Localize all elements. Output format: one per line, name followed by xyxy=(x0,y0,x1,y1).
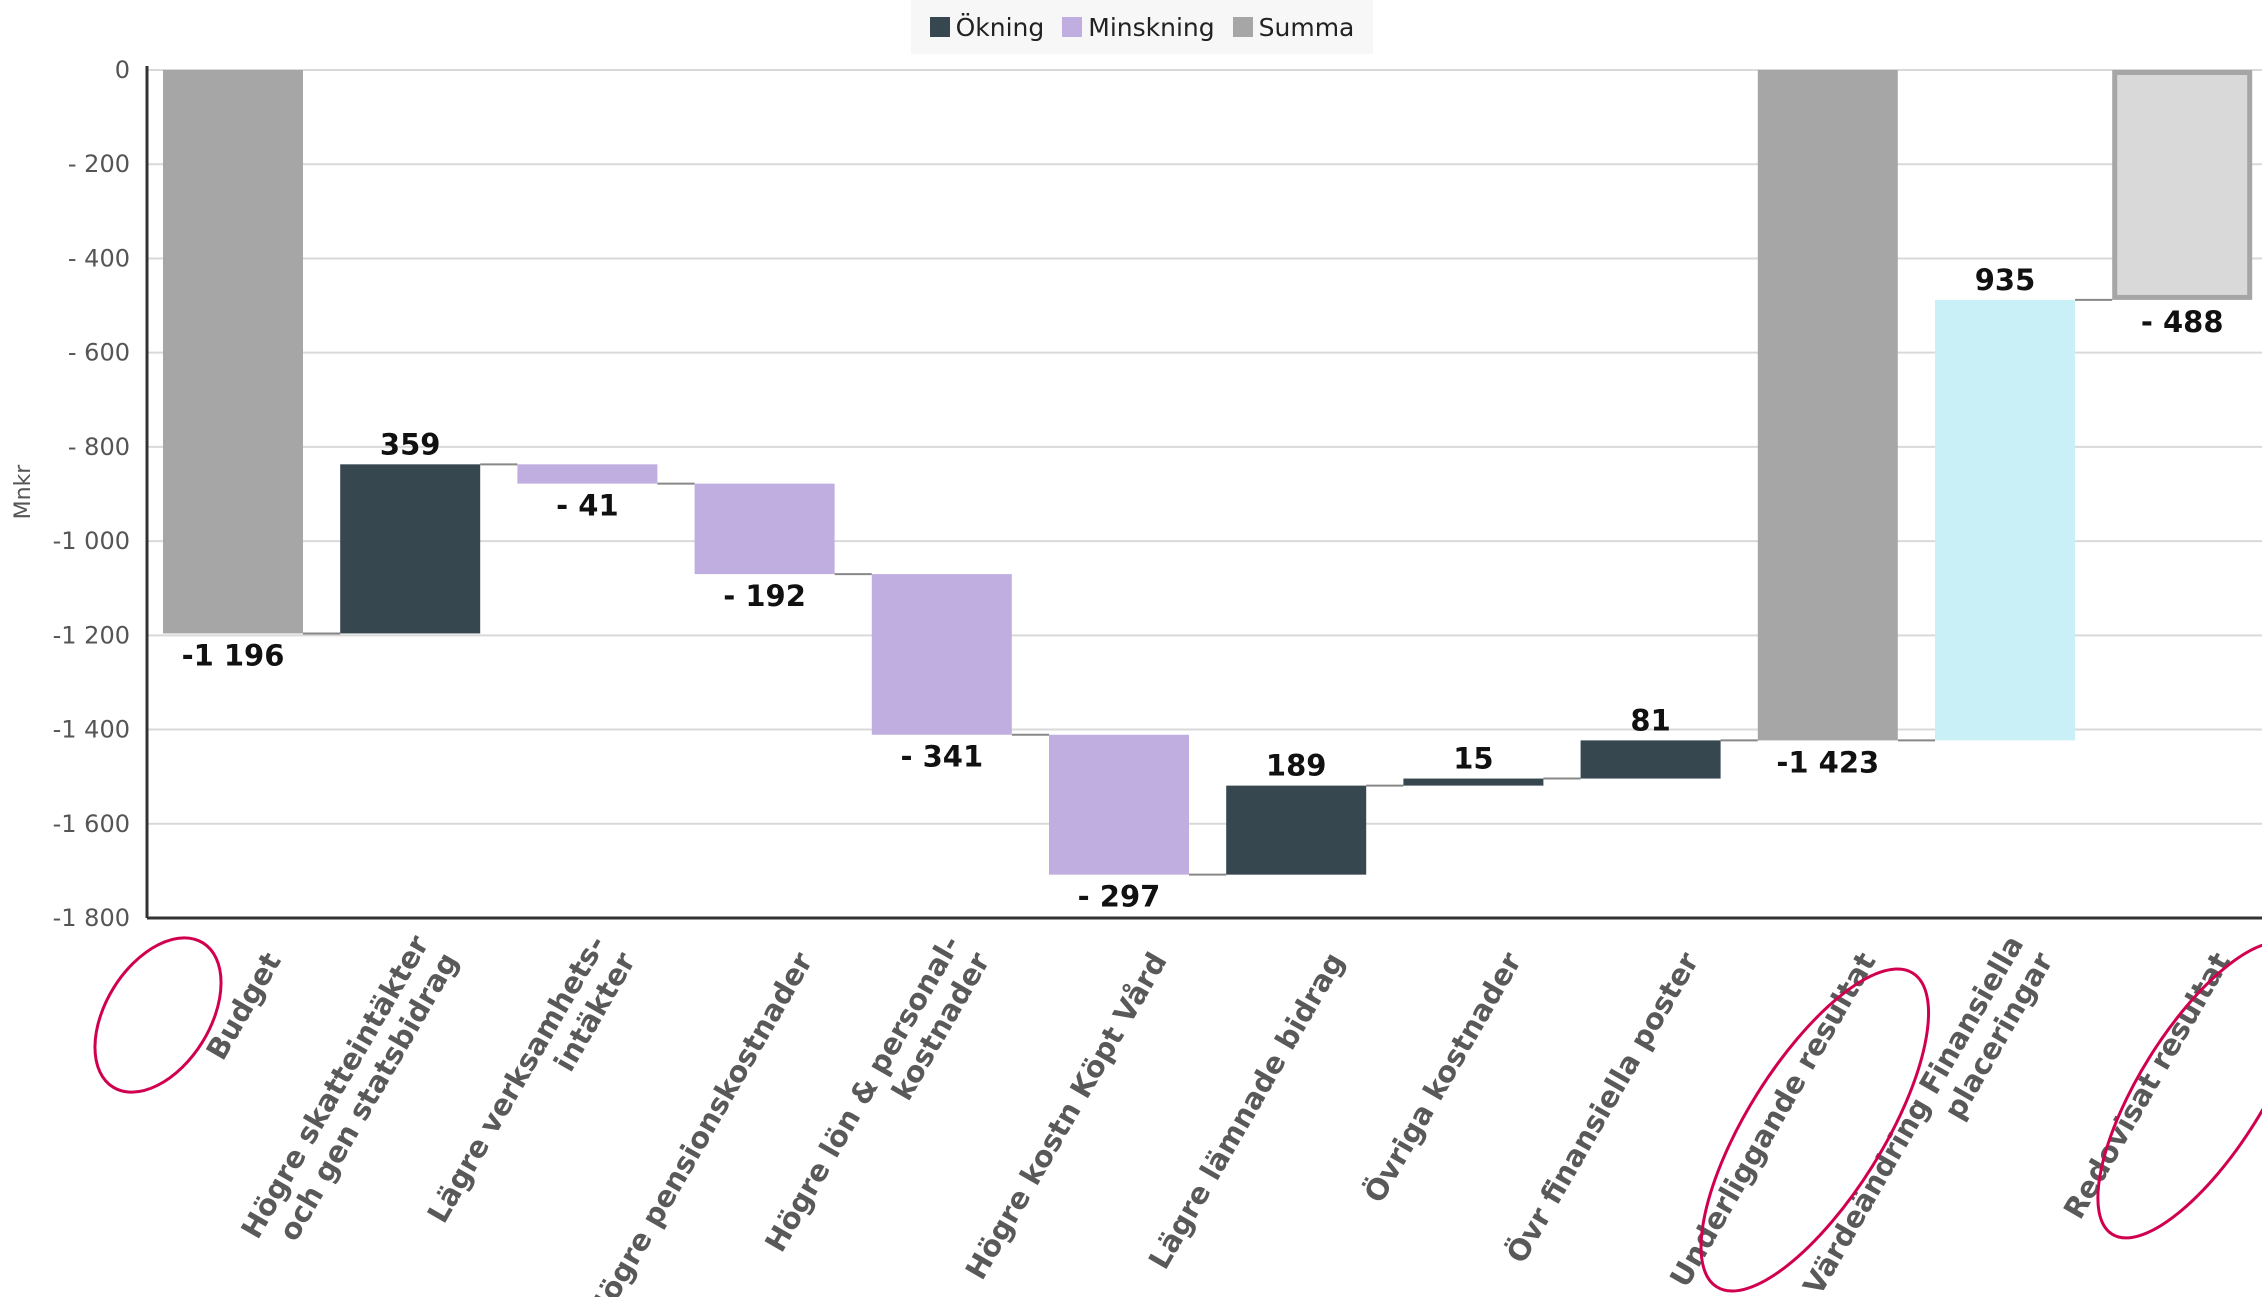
legend-label-summa: Summa xyxy=(1258,12,1355,42)
connector-layer xyxy=(303,298,2113,876)
legend-item-okning: Ökning xyxy=(929,12,1045,42)
category-label-line: Övriga kostnader xyxy=(1357,946,1528,1208)
bar-increase xyxy=(1226,785,1367,875)
data-label: -1 196 xyxy=(182,638,285,672)
category-label: Lägre lämnade bidrag xyxy=(1142,947,1351,1275)
bar-increase xyxy=(1935,299,2075,741)
legend-label-minskning: Minskning xyxy=(1088,12,1215,42)
category-label: Budget xyxy=(199,946,287,1065)
bar-decrease xyxy=(871,574,1012,735)
y-tick-label: -1 800 xyxy=(53,904,130,932)
category-label-line: Budget xyxy=(199,946,287,1065)
data-label: 189 xyxy=(1266,749,1327,783)
y-tick-label: -1 000 xyxy=(53,527,130,555)
legend-swatch-summa xyxy=(1232,17,1253,37)
y-tick-label: - 800 xyxy=(68,433,130,461)
y-tick-label: - 200 xyxy=(68,150,130,178)
data-label: - 341 xyxy=(900,740,983,774)
data-label: - 41 xyxy=(556,489,619,523)
bar-total xyxy=(2112,70,2253,300)
category-label: Övr finansiella poster xyxy=(1500,946,1706,1269)
data-label: 81 xyxy=(1630,703,1670,737)
axis-layer xyxy=(145,66,2262,920)
data-label: -1 423 xyxy=(1776,745,1879,779)
highlight-layer xyxy=(93,936,2262,1293)
category-label-line: Lägre lämnade bidrag xyxy=(1142,947,1351,1275)
label-layer: -1 196 359 - 41 - 192 - 341 - 297 189 15 81 -1 42… xyxy=(182,263,2224,914)
data-label: 15 xyxy=(1453,742,1493,776)
grid-layer: 0 - 200 - 400 - 600 - 800 -1 000 -1 200 -1 400 -… xyxy=(53,56,2262,932)
bar-decrease xyxy=(517,464,658,484)
legend-item-minskning: Minskning xyxy=(1062,12,1215,42)
data-label: 359 xyxy=(380,427,441,461)
highlight-ellipse xyxy=(2096,940,2262,1240)
legend-swatch-minskning xyxy=(1062,17,1083,37)
category-label-line: Högre kostn Köpt Vård xyxy=(959,947,1174,1286)
legend-item-summa: Summa xyxy=(1232,12,1355,42)
y-tick-label: -1 600 xyxy=(53,810,130,838)
y-tick-label: - 600 xyxy=(68,339,130,367)
bar-total xyxy=(163,70,303,634)
bar-layer xyxy=(163,70,2253,875)
bar-decrease xyxy=(694,483,835,575)
highlight-ellipse xyxy=(1699,967,1931,1293)
y-tick-label: -1 200 xyxy=(53,621,130,649)
legend-swatch-okning xyxy=(929,17,950,37)
bar-increase xyxy=(1580,740,1721,779)
bar-total xyxy=(1757,70,1898,741)
y-tick-label: -1 400 xyxy=(53,716,130,744)
y-tick-label: 0 xyxy=(115,56,130,84)
bar-increase xyxy=(1403,778,1544,786)
y-axis-label: Mnkr xyxy=(11,464,36,520)
data-label: - 192 xyxy=(723,579,806,613)
highlight-ellipse xyxy=(93,936,223,1094)
bar-decrease xyxy=(1049,734,1189,875)
data-label: 935 xyxy=(1975,263,2036,297)
category-label: Övriga kostnader xyxy=(1357,946,1528,1208)
y-tick-label: - 400 xyxy=(68,244,130,272)
legend-label-okning: Ökning xyxy=(955,12,1045,42)
data-label: - 297 xyxy=(1078,880,1161,914)
legend: Ökning Minskning Summa xyxy=(911,0,1373,54)
data-label: - 488 xyxy=(2141,305,2224,339)
category-label: Högre kostn Köpt Vård xyxy=(959,947,1174,1286)
bar-increase xyxy=(340,464,481,634)
category-label-line: Övr finansiella poster xyxy=(1500,946,1706,1269)
